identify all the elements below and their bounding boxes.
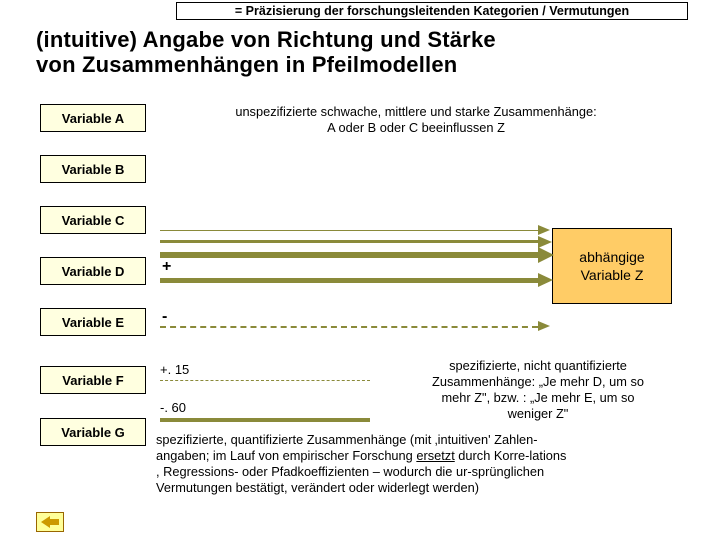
arrow-b-to-z — [160, 240, 538, 243]
spec2-c: , Regressions- oder Pfadkoeffizienten – … — [156, 464, 544, 479]
spec2-a: spezifizierte, quantifizierte Zusammenhä… — [156, 432, 538, 447]
arrow-e-to-z — [160, 326, 538, 328]
variable-e-box: Variable E — [40, 308, 146, 336]
variable-a-box: Variable A — [40, 104, 146, 132]
spec2-b: angaben; im Lauf von empirischer Forschu… — [156, 448, 416, 463]
nav-back-button[interactable] — [36, 512, 64, 532]
variable-d-box: Variable D — [40, 257, 146, 285]
sign-plus-d: + — [162, 258, 171, 276]
variable-g-box: Variable G — [40, 418, 146, 446]
sign-minus-e-text: - — [162, 308, 167, 325]
arrow-f — [160, 380, 370, 381]
dependent-variable-label: abhängige Variable Z — [579, 248, 644, 284]
variable-b-label: Variable B — [62, 162, 125, 177]
variable-b-box: Variable B — [40, 155, 146, 183]
header-subtitle: = Präzisierung der forschungsleitenden K… — [235, 4, 629, 18]
arrow-d-to-z — [160, 278, 538, 283]
arrow-d-head — [538, 273, 553, 287]
spec-not-quantified: spezifizierte, nicht quantifizierte Zusa… — [400, 358, 676, 422]
spec2-b-ul: ersetzt — [416, 448, 454, 463]
arrow-c-to-z — [160, 252, 538, 258]
arrow-c-head — [538, 247, 554, 263]
coef-f: +. 15 — [160, 362, 189, 377]
variable-d-label: Variable D — [62, 264, 125, 279]
variable-e-label: Variable E — [62, 315, 124, 330]
spec1-l4: weniger Z" — [508, 406, 569, 421]
spec-quantified: spezifizierte, quantifizierte Zusammenhä… — [156, 432, 716, 496]
title-line2: von Zusammenhängen in Pfeilmodellen — [36, 52, 457, 77]
unspecified-desc-line2: A oder B oder C beeinflussen Z — [327, 120, 505, 135]
nav-back-icon — [41, 516, 59, 528]
spec1-l3: mehr Z", bzw. : „Je mehr E, um so — [442, 390, 635, 405]
variable-f-box: Variable F — [40, 366, 146, 394]
arrow-g — [160, 418, 370, 422]
spec1-l2: Zusammenhänge: „Je mehr D, um so — [432, 374, 644, 389]
variable-c-label: Variable C — [62, 213, 125, 228]
spec1-l1: spezifizierte, nicht quantifizierte — [449, 358, 627, 373]
variable-f-label: Variable F — [62, 373, 123, 388]
arrow-a-head — [538, 225, 550, 235]
spec2-b-tail: durch Korre-lations — [455, 448, 567, 463]
variable-c-box: Variable C — [40, 206, 146, 234]
unspecified-desc: unspezifizierte schwache, mittlere und s… — [196, 104, 636, 136]
variable-g-label: Variable G — [61, 425, 125, 440]
title-line1: (intuitive) Angabe von Richtung und Stär… — [36, 27, 496, 52]
sign-minus-e: - — [162, 308, 167, 326]
dependent-variable-box: abhängige Variable Z — [552, 228, 672, 304]
coef-f-text: +. 15 — [160, 362, 189, 377]
sign-plus-d-text: + — [162, 258, 171, 275]
header-subtitle-box: = Präzisierung der forschungsleitenden K… — [176, 2, 688, 20]
unspecified-desc-line1: unspezifizierte schwache, mittlere und s… — [235, 104, 596, 119]
arrow-a-to-z — [160, 230, 538, 231]
page-title: (intuitive) Angabe von Richtung und Stär… — [36, 27, 696, 78]
coef-g-text: -. 60 — [160, 400, 186, 415]
spec2-d: Vermutungen bestätigt, verändert oder wi… — [156, 480, 479, 495]
variable-a-label: Variable A — [62, 111, 124, 126]
arrow-e-head — [538, 321, 550, 331]
coef-g: -. 60 — [160, 400, 186, 415]
